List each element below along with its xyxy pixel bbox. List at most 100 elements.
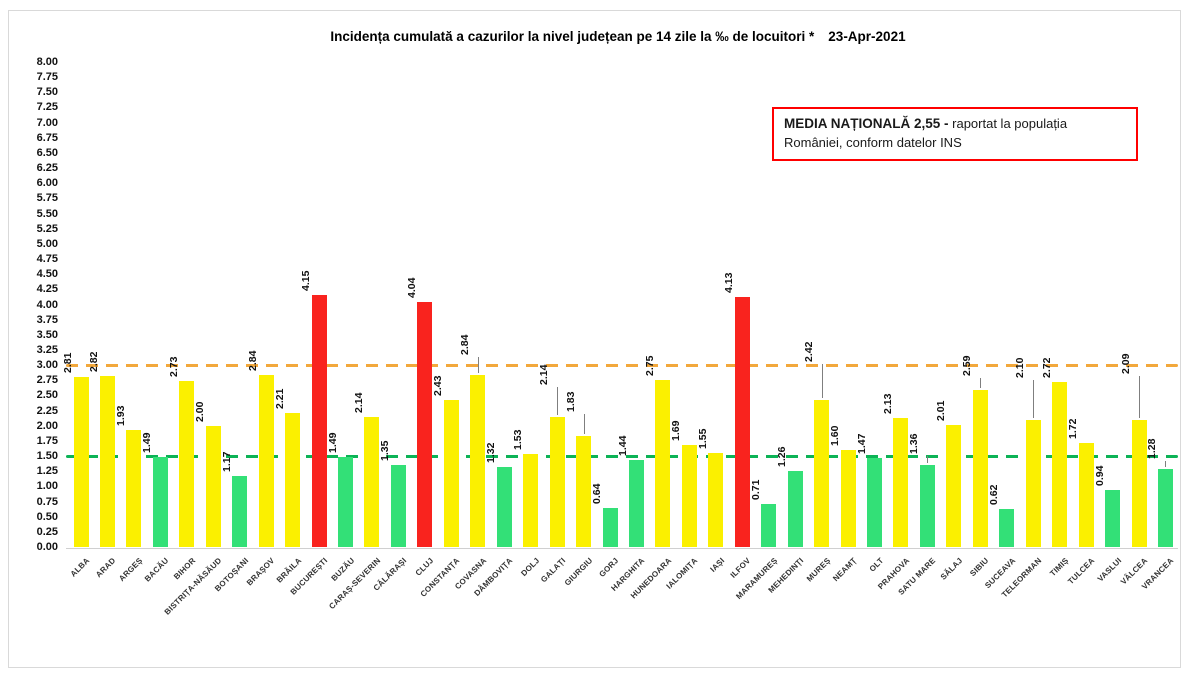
bar-value-label: 1.49: [327, 432, 339, 453]
bar-tulcea: [1079, 442, 1094, 547]
bar-brașov: [259, 374, 274, 547]
bar-value-label: 2.72: [1041, 357, 1053, 379]
y-tick-label: 1.25: [36, 465, 58, 478]
leader-line: [980, 377, 981, 388]
y-tick-label: 7.75: [36, 71, 58, 84]
national-average-text: raportat la populația României, conform …: [784, 116, 1068, 150]
bar-maramureș: [761, 503, 776, 547]
bar-buzău: [338, 456, 353, 547]
bar-constanța: [444, 399, 459, 547]
bar-value-label: 1.60: [829, 425, 841, 446]
leader-line: [822, 364, 823, 399]
y-tick-label: 6.25: [36, 162, 58, 175]
y-tick-label: 5.75: [36, 192, 58, 205]
bar-value-label: 1.53: [512, 429, 524, 451]
bar-caraș-severin: [364, 417, 379, 547]
bar-olt: [867, 457, 882, 547]
bar-value-label: 2.81: [62, 352, 74, 373]
y-tick-label: 5.50: [36, 207, 58, 220]
y-tick-label: 2.00: [36, 419, 58, 432]
bar-value-label: 1.47: [856, 433, 868, 454]
bar-botoșani: [232, 476, 247, 547]
bar-value-label: 2.42: [803, 341, 815, 363]
bar-value-label: 2.84: [459, 334, 471, 355]
bar-călărași: [391, 465, 406, 547]
y-tick-label: 6.00: [36, 177, 58, 190]
bar-value-label: 1.35: [379, 440, 391, 462]
y-tick-label: 0.25: [36, 525, 58, 538]
y-tick-label: 1.00: [36, 480, 58, 493]
bar-bucurești: [312, 295, 327, 547]
y-tick-label: 1.50: [36, 450, 58, 463]
bar-iași: [708, 453, 723, 547]
bar-hunedoara: [655, 380, 670, 547]
y-tick-label: 3.75: [36, 313, 58, 326]
bar-value-label: 1.26: [776, 446, 788, 467]
y-tick-label: 4.25: [36, 283, 58, 296]
y-tick-label: 7.50: [36, 86, 58, 99]
bar-value-label: 2.13: [882, 393, 894, 414]
bar-teleorman: [1026, 419, 1041, 547]
chart-date-label: 23-Apr-2021: [828, 29, 906, 44]
bar-suceava: [999, 509, 1014, 547]
bar-ialomița: [682, 444, 697, 547]
y-tick-label: 2.75: [36, 374, 58, 387]
bar-gorj: [603, 508, 618, 547]
y-tick-label: 2.50: [36, 389, 58, 402]
bar-bistrița-năsăud: [206, 425, 221, 547]
y-tick-label: 5.25: [36, 222, 58, 235]
bar-value-label: 1.44: [617, 435, 629, 456]
y-tick-label: 8.00: [36, 56, 58, 68]
bar-value-label: 0.62: [988, 484, 1000, 506]
bar-brăila: [285, 413, 300, 547]
y-tick-label: 4.75: [36, 253, 58, 266]
bar-value-label: 4.15: [300, 270, 312, 292]
bar-harghita: [629, 459, 644, 547]
bar-value-label: 4.13: [723, 272, 735, 293]
x-axis-line: [66, 548, 1178, 549]
bar-value-label: 1.32: [485, 442, 497, 463]
leader-line: [1033, 379, 1034, 418]
y-tick-label: 3.50: [36, 328, 58, 341]
bar-value-label: 1.49: [141, 432, 153, 453]
bar-vaslui: [1105, 490, 1120, 547]
bar-ilfov: [735, 296, 750, 547]
y-tick-label: 0.75: [36, 495, 58, 508]
bar-timiș: [1052, 382, 1067, 547]
chart-title-row: Incidența cumulată a cazurilor la nivel …: [68, 29, 1168, 44]
y-tick-label: 5.00: [36, 237, 58, 250]
bar-value-label: 0.64: [591, 483, 603, 505]
bar-value-label: 1.69: [670, 420, 682, 441]
bar-value-label: 1.55: [697, 428, 709, 450]
y-tick-label: 6.75: [36, 131, 58, 144]
chart-title: Incidența cumulată a cazurilor la nivel …: [330, 29, 815, 44]
leader-line: [1165, 461, 1166, 468]
leader-line: [478, 356, 479, 373]
bar-mureș: [814, 400, 829, 547]
y-tick-label: 7.00: [36, 116, 58, 129]
leader-line: [584, 414, 585, 435]
bar-vâlcea: [1132, 420, 1147, 547]
bar-mehedinți: [788, 470, 803, 547]
national-average-note-box: MEDIA NAȚIONALĂ 2,55 - raportat la popul…: [772, 107, 1138, 161]
bar-bihor: [179, 381, 194, 547]
bar-sălaj: [946, 425, 961, 547]
bar-alba: [74, 376, 89, 547]
bar-galați: [550, 417, 565, 547]
bar-dolj: [523, 454, 538, 547]
bar-value-label: 2.43: [432, 375, 444, 396]
bar-value-label: 2.14: [538, 364, 550, 386]
bar-value-label: 2.84: [247, 350, 259, 371]
bar-value-label: 2.21: [274, 388, 286, 410]
bar-giurgiu: [576, 436, 591, 547]
bar-value-label: 1.36: [908, 433, 920, 454]
bar-covasna: [470, 374, 485, 547]
bar-value-label: 0.71: [750, 479, 762, 500]
bar-arad: [100, 376, 115, 547]
bar-value-label: 1.93: [115, 405, 127, 426]
bar-dâmbovița: [497, 466, 512, 547]
bar-argeș: [126, 429, 141, 547]
y-tick-label: 3.25: [36, 343, 58, 356]
